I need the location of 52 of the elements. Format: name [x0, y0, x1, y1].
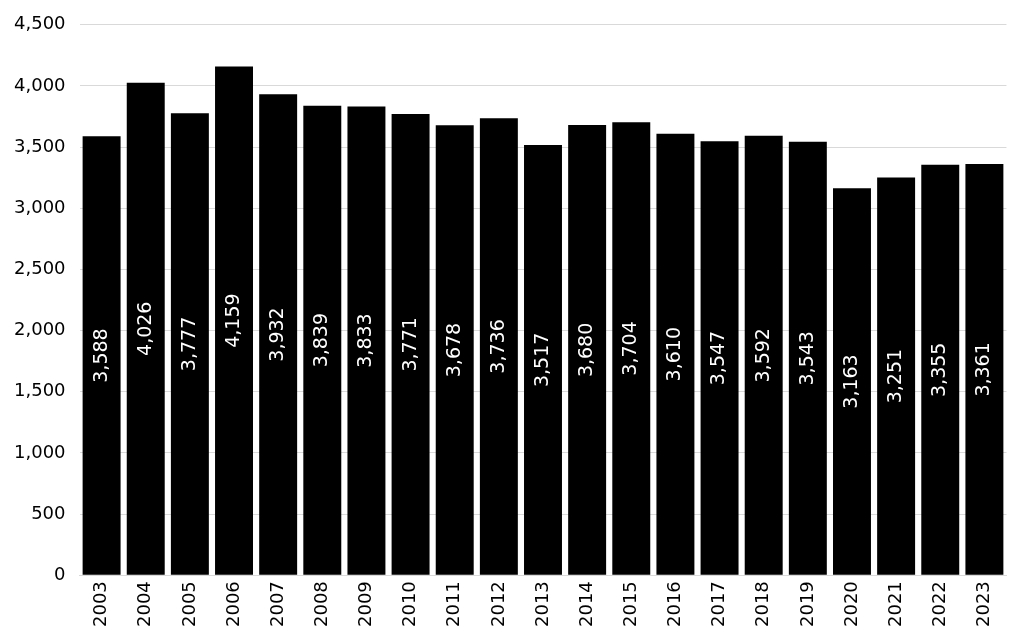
- data-label: 3,251: [883, 348, 906, 404]
- x-tick-label: 2016: [663, 581, 685, 627]
- data-label: 3,704: [618, 321, 641, 376]
- x-tick-label: 2004: [133, 581, 155, 627]
- x-tick-label: 2020: [839, 581, 861, 627]
- data-label: 3,678: [441, 322, 464, 378]
- data-label: 3,355: [927, 342, 950, 397]
- data-label: 3,833: [353, 313, 376, 368]
- x-tick-label: 2009: [354, 581, 376, 627]
- y-tick-label: 3,000: [14, 195, 66, 217]
- data-label: 3,932: [265, 307, 288, 362]
- data-label: 3,361: [971, 342, 994, 397]
- y-tick-label: 500: [31, 501, 66, 523]
- data-label: 3,777: [176, 316, 199, 372]
- x-tick-label: 2017: [707, 581, 729, 627]
- data-label: 3,592: [750, 328, 773, 383]
- data-label: 3,543: [794, 331, 817, 386]
- x-tick-label: 2010: [398, 581, 420, 627]
- x-tick-label: 2021: [883, 581, 905, 627]
- x-tick-label: 2011: [442, 581, 464, 627]
- x-tick-label: 2008: [309, 581, 331, 627]
- x-tick-label: 2022: [927, 581, 949, 627]
- data-label: 3,610: [662, 326, 685, 382]
- x-tick-label: 2013: [530, 581, 552, 627]
- data-label: 3,839: [309, 312, 332, 368]
- x-tick-label: 2006: [221, 581, 243, 627]
- data-label: 4,026: [132, 301, 155, 356]
- y-tick-label: 3,500: [14, 134, 66, 156]
- y-tick-label: 0: [54, 562, 66, 584]
- y-tick-label: 2,500: [14, 257, 66, 279]
- data-label: 3,588: [88, 328, 111, 383]
- x-tick-label: 2015: [618, 581, 640, 627]
- x-tick-label: 2007: [265, 581, 287, 627]
- data-label: 3,517: [529, 332, 552, 388]
- x-tick-label: 2018: [751, 581, 773, 627]
- x-tick-label: 2023: [972, 581, 994, 627]
- x-tick-label: 2003: [89, 581, 111, 627]
- data-label: 3,680: [574, 322, 597, 378]
- data-label: 4,159: [220, 293, 243, 348]
- y-tick-label: 2,000: [14, 318, 66, 340]
- y-tick-label: 1,500: [14, 379, 66, 401]
- x-tick-label: 2014: [574, 581, 596, 627]
- x-tick-label: 2019: [795, 581, 817, 627]
- y-tick-label: 1,000: [14, 440, 66, 462]
- data-label: 3,771: [397, 317, 420, 372]
- y-tick-label: 4,000: [14, 73, 66, 95]
- data-label: 3,547: [706, 330, 729, 386]
- data-label: 3,163: [838, 354, 861, 409]
- data-label: 3,736: [485, 319, 508, 374]
- x-tick-label: 2012: [486, 581, 508, 627]
- y-tick-label: 4,500: [14, 12, 66, 34]
- x-tick-label: 2005: [177, 581, 199, 627]
